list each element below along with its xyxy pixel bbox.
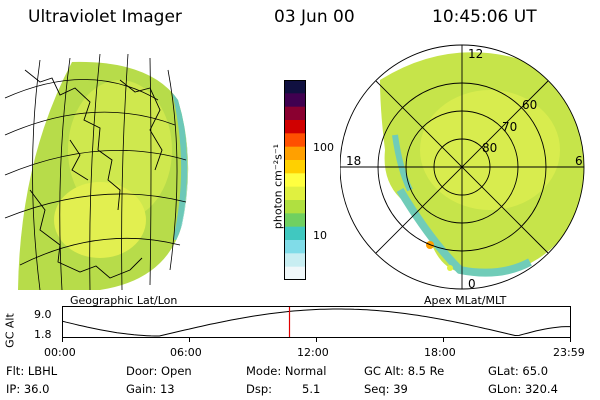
mlt-label-18: 18 [346, 154, 361, 168]
glon-readout: GLon: 320.4 [488, 382, 558, 396]
mlt-label-0: 0 [468, 277, 476, 291]
gc-alt-readout: GC Alt: 8.5 Re [364, 364, 445, 378]
date-readout: 03 Jun 00 [274, 7, 355, 27]
geographic-image [4, 53, 189, 291]
colorbar-segment [284, 133, 306, 148]
flt-readout: Flt: LBHL [6, 364, 58, 378]
mode-readout: Mode: Normal [246, 364, 327, 378]
colorbar-segment [284, 266, 306, 280]
dsp-value: 5.1 [302, 382, 321, 396]
colorbar-segment [284, 186, 306, 201]
altitude-curve [62, 308, 570, 337]
mlat-label-80: 80 [482, 141, 497, 155]
alt-ymin-label: 1.8 [34, 328, 52, 341]
apex-panel-label: Apex MLat/MLT [424, 294, 507, 307]
xtick-0600: 06:00 [170, 346, 202, 359]
ip-readout: IP: 36.0 [6, 382, 50, 396]
time-readout: 10:45:06 UT [432, 7, 537, 27]
mlat-label-60: 60 [522, 98, 537, 112]
colorbar-segment [284, 240, 306, 254]
colorbar-tick-100: 100 [313, 141, 334, 154]
app-title: Ultraviolet Imager [28, 7, 182, 27]
colorbar-segment [284, 80, 306, 94]
coastlines [24, 69, 163, 279]
xtick-1800: 18:00 [424, 346, 456, 359]
colorbar-segment [284, 226, 306, 241]
mlat-label-70: 70 [502, 120, 517, 134]
door-readout: Door: Open [126, 364, 192, 378]
colorbar-segment [284, 213, 306, 228]
colorbar-label: photon cm⁻²s⁻¹ [271, 143, 285, 230]
seq-readout: Seq: 39 [364, 382, 408, 396]
colorbar-segment [284, 93, 306, 108]
glat-readout: GLat: 65.0 [488, 364, 549, 378]
polar-mlt-plot: 12 18 6 0 60 70 80 [340, 44, 585, 291]
colorbar-segment [284, 160, 306, 174]
colorbar-segment [284, 120, 306, 134]
altitude-timeline [62, 306, 571, 342]
colorbar-segment [284, 173, 306, 188]
colorbar-segment [284, 200, 306, 214]
gc-alt-axis-label: GC Alt [3, 313, 17, 348]
xtick-0000: 00:00 [44, 346, 76, 359]
mlt-label-12: 12 [468, 47, 483, 61]
dsp-label: Dsp: [246, 382, 273, 396]
lat-lon-grid [4, 53, 187, 291]
geographic-panel-label: Geographic Lat/Lon [70, 294, 178, 307]
mlt-label-6: 6 [575, 154, 583, 168]
colorbar-segment [284, 106, 306, 121]
colorbar-segment [284, 253, 306, 268]
alt-ymax-label: 9.0 [34, 308, 52, 321]
colorbar-tick-10: 10 [313, 229, 327, 242]
xtick-1200: 12:00 [297, 346, 329, 359]
color-scale-bar [284, 80, 306, 280]
colorbar-segment [284, 146, 306, 161]
xtick-2359: 23:59 [553, 346, 585, 359]
gain-readout: Gain: 13 [126, 382, 175, 396]
polar-grid [340, 44, 585, 290]
